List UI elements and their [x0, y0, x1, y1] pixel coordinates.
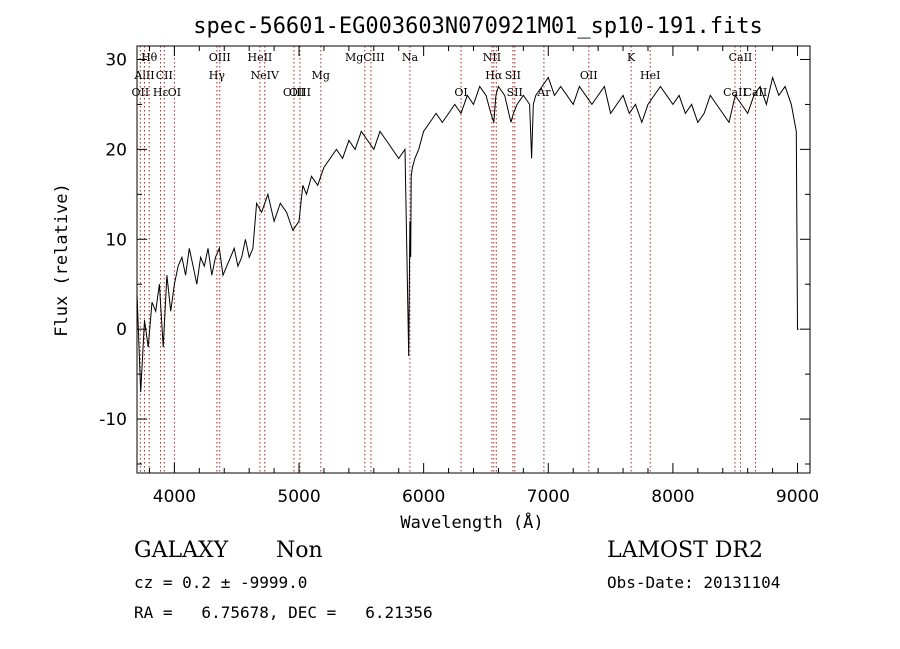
marker-label: NII [483, 51, 501, 64]
marker-label: CaII [729, 51, 753, 64]
ra-dec-readout: RA = 6.75678, DEC = 6.21356 [134, 603, 433, 622]
y-tick-label: -10 [99, 410, 127, 430]
x-axis-label: Wavelength (Å) [400, 511, 543, 533]
y-tick-label: 20 [105, 140, 127, 160]
x-tick-label: 9000 [776, 487, 819, 507]
marker-label: OIII [209, 51, 231, 64]
marker-label: Na [402, 51, 419, 64]
marker-label: Hα [485, 69, 503, 82]
x-tick-label: 7000 [527, 487, 570, 507]
survey-name: LAMOST DR2 [607, 538, 763, 563]
plot-frame [136, 45, 811, 474]
marker-label: OIII [289, 86, 311, 99]
marker-label: Hε [153, 86, 169, 99]
marker-label: CII [156, 69, 173, 82]
object-subclass: Non [276, 538, 323, 563]
object-class: GALAXY [134, 538, 229, 563]
marker-label: AlII [133, 69, 154, 82]
redshift-readout: cz = 0.2 ± -9999.0 [134, 573, 308, 592]
marker-label: Hθ [141, 51, 158, 64]
marker-label: OIII [283, 86, 305, 99]
marker-label: OI [168, 86, 181, 99]
obs-date: Obs-Date: 20131104 [607, 573, 781, 592]
x-tick-label: 8000 [651, 487, 694, 507]
y-tick-label: 30 [105, 50, 127, 70]
y-axis: -10 0 10 20 30 [99, 50, 810, 465]
marker-label: SII [507, 86, 523, 99]
y-tick-label: 0 [116, 320, 127, 340]
flux-series-line [136, 75, 799, 393]
marker-label: K [627, 51, 636, 64]
y-axis-label: Flux (relative) [52, 183, 72, 337]
marker-label: OI [454, 86, 467, 99]
marker-label: HeI [640, 69, 660, 82]
chart-title: spec-56601-EG003603N070921M01_sp10-191.f… [193, 14, 763, 39]
marker-label: OII [132, 86, 150, 99]
emission-line-markers [139, 46, 756, 473]
x-axis: 4000 5000 6000 7000 8000 9000 [148, 46, 819, 507]
marker-label: HeII [247, 51, 272, 64]
marker-label: Mg [312, 69, 330, 82]
marker-label: OII [580, 69, 598, 82]
marker-label: Ar [536, 86, 551, 99]
x-tick-label: 6000 [402, 487, 445, 507]
marker-label: MgCIII [345, 51, 385, 64]
marker-label: SII [505, 69, 521, 82]
marker-label: CaII [723, 86, 747, 99]
marker-label: NeIV [251, 69, 280, 82]
x-tick-label: 5000 [277, 487, 320, 507]
x-tick-label: 4000 [153, 487, 196, 507]
marker-label: Hγ [209, 69, 226, 82]
y-tick-label: 10 [105, 230, 127, 250]
